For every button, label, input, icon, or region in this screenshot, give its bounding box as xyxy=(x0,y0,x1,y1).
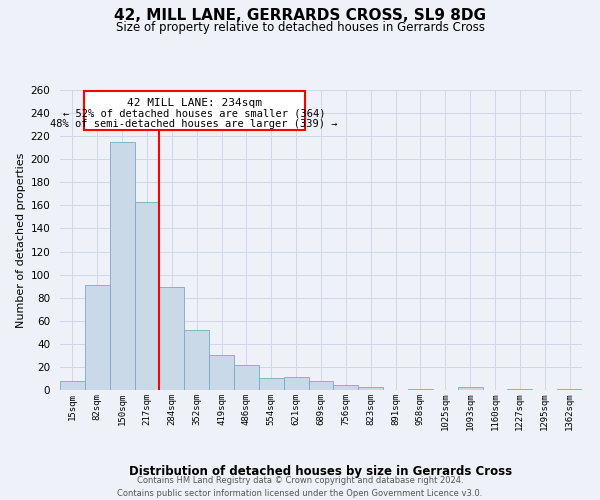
Bar xyxy=(508,389,532,390)
Bar xyxy=(134,202,160,390)
Bar xyxy=(358,386,383,390)
Bar xyxy=(408,389,433,390)
Bar xyxy=(160,288,184,390)
Bar xyxy=(458,386,482,390)
Bar xyxy=(284,378,308,390)
Bar xyxy=(259,378,284,390)
Text: 48% of semi-detached houses are larger (339) →: 48% of semi-detached houses are larger (… xyxy=(50,119,338,129)
Bar xyxy=(85,285,110,390)
Bar xyxy=(184,330,209,390)
Text: 42 MILL LANE: 234sqm: 42 MILL LANE: 234sqm xyxy=(127,98,262,108)
Bar xyxy=(557,389,582,390)
Bar xyxy=(308,381,334,390)
Text: Distribution of detached houses by size in Gerrards Cross: Distribution of detached houses by size … xyxy=(130,464,512,477)
Bar xyxy=(234,364,259,390)
Bar xyxy=(110,142,134,390)
Text: Size of property relative to detached houses in Gerrards Cross: Size of property relative to detached ho… xyxy=(115,21,485,34)
Text: 42, MILL LANE, GERRARDS CROSS, SL9 8DG: 42, MILL LANE, GERRARDS CROSS, SL9 8DG xyxy=(114,8,486,22)
Bar xyxy=(334,386,358,390)
Text: Contains HM Land Registry data © Crown copyright and database right 2024.
Contai: Contains HM Land Registry data © Crown c… xyxy=(118,476,482,498)
Bar xyxy=(209,356,234,390)
Text: ← 52% of detached houses are smaller (364): ← 52% of detached houses are smaller (36… xyxy=(63,109,325,119)
Y-axis label: Number of detached properties: Number of detached properties xyxy=(16,152,26,328)
Bar xyxy=(60,381,85,390)
